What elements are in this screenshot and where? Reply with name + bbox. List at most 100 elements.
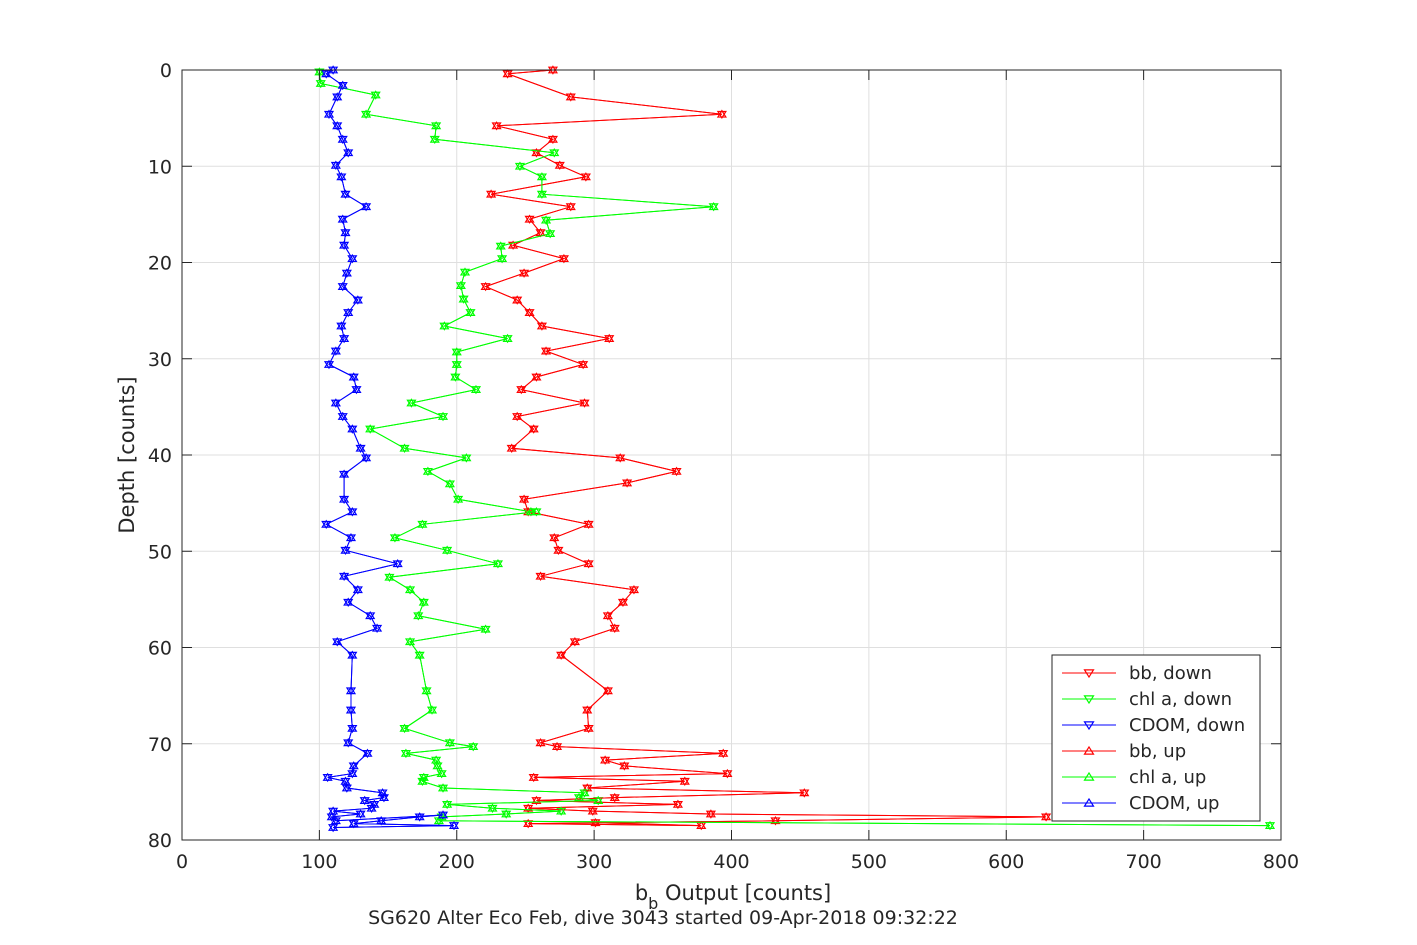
data-point-bb-up bbox=[696, 820, 707, 829]
data-point-cdom-up bbox=[340, 545, 351, 554]
x-axis-label-subscript: b bbox=[648, 894, 658, 913]
data-point-cdom-up bbox=[360, 453, 372, 462]
data-point-cdom-up bbox=[326, 812, 337, 821]
y-tick-label: 50 bbox=[148, 541, 172, 563]
data-point-chl-a-up bbox=[465, 307, 476, 316]
data-point-bb-up bbox=[549, 533, 560, 542]
data-point-cdom-up bbox=[437, 810, 449, 819]
data-point-bb-up bbox=[569, 636, 580, 646]
data-point-cdom-up bbox=[341, 783, 352, 792]
data-point-chl-a-up bbox=[384, 572, 395, 581]
data-point-bb-up bbox=[579, 398, 590, 407]
data-point-chl-a-up bbox=[502, 333, 513, 342]
data-point-cdom-up bbox=[345, 686, 357, 695]
data-point-cdom-up bbox=[347, 768, 358, 777]
data-point-chl-a-up bbox=[421, 686, 432, 695]
data-point-chl-a-up bbox=[436, 768, 447, 777]
data-point-bb-up bbox=[628, 585, 640, 594]
data-point-bb-up bbox=[583, 519, 594, 528]
data-point-cdom-up bbox=[348, 818, 359, 828]
data-point-bb-up bbox=[615, 453, 626, 462]
data-point-cdom-up bbox=[343, 148, 354, 157]
data-point-chl-a-up bbox=[431, 121, 442, 130]
data-point-bb-up bbox=[506, 443, 517, 452]
data-point-chl-a-up bbox=[417, 776, 428, 785]
data-point-chl-a-up bbox=[418, 597, 429, 606]
data-point-cdom-up bbox=[330, 160, 341, 169]
y-tick-label: 10 bbox=[148, 156, 172, 178]
data-point-chl-a-up bbox=[492, 559, 504, 568]
data-point-cdom-up bbox=[352, 585, 363, 594]
data-point-bb-up bbox=[556, 650, 567, 659]
data-point-bb-up bbox=[518, 494, 530, 503]
data-point-chl-a-up bbox=[458, 294, 469, 303]
series-line-cdom-up bbox=[325, 69, 455, 828]
series-chl-a-up bbox=[314, 67, 1276, 829]
data-point-chl-a-up bbox=[437, 783, 449, 792]
data-point-chl-a-up bbox=[556, 806, 567, 815]
data-point-bb-up bbox=[619, 761, 630, 770]
data-point-cdom-up bbox=[337, 214, 348, 223]
data-point-chl-a-up bbox=[480, 624, 491, 633]
data-point-chl-a-up bbox=[573, 792, 585, 802]
data-point-chl-a-up bbox=[540, 215, 552, 224]
data-point-chl-a-up bbox=[442, 799, 453, 808]
data-point-cdom-up bbox=[321, 69, 332, 78]
data-point-cdom-up bbox=[336, 172, 347, 181]
data-point-cdom-up bbox=[360, 201, 372, 211]
data-point-chl-a-up bbox=[433, 816, 444, 825]
data-point-cdom-up bbox=[347, 253, 358, 263]
data-point-cdom-up bbox=[347, 507, 358, 516]
data-point-chl-a-up bbox=[525, 507, 537, 516]
data-point-cdom-up bbox=[355, 443, 366, 452]
data-point-bb-up bbox=[718, 748, 729, 757]
data-point-bb-up bbox=[679, 776, 690, 785]
data-point-chl-a-up bbox=[536, 172, 548, 181]
data-point-chl-a-up bbox=[453, 494, 464, 503]
data-point-bb-up bbox=[524, 307, 535, 316]
legend-label: CDOM, down bbox=[1129, 715, 1245, 736]
data-point-cdom-up bbox=[345, 705, 357, 714]
data-point-bb-up bbox=[671, 466, 682, 475]
data-point-chl-a-up bbox=[487, 803, 498, 812]
data-point-cdom-up bbox=[378, 792, 390, 802]
data-point-cdom-up bbox=[366, 803, 377, 812]
legend-entry-cdom-up: CDOM, up bbox=[1062, 793, 1219, 814]
data-point-chl-a-up bbox=[536, 189, 548, 198]
data-point-bb-up bbox=[528, 424, 539, 433]
x-axis-label-rest: Output [counts] bbox=[658, 881, 831, 905]
data-point-chl-a-up bbox=[455, 280, 466, 289]
data-point-bb-up bbox=[705, 809, 716, 818]
data-point-cdom-up bbox=[328, 806, 339, 815]
y-tick-label: 40 bbox=[148, 445, 172, 467]
data-point-cdom-up bbox=[321, 519, 332, 528]
x-tick-label: 300 bbox=[576, 851, 612, 873]
data-point-cdom-up bbox=[337, 411, 348, 420]
legend-marker bbox=[1083, 695, 1095, 705]
legend: bb, down chl a, down CDOM, down bb, up chl a… bbox=[1051, 654, 1261, 822]
data-point-chl-a-up bbox=[417, 519, 428, 528]
data-point-chl-a-up bbox=[468, 741, 479, 751]
data-point-bb-up bbox=[602, 611, 613, 620]
data-point-cdom-up bbox=[362, 748, 373, 757]
series-line-bb-up bbox=[484, 69, 1047, 827]
data-point-chl-a-up bbox=[439, 321, 450, 330]
data-point-bb-up bbox=[558, 253, 569, 263]
legend-marker bbox=[1083, 797, 1095, 807]
data-point-chl-a-up bbox=[549, 148, 560, 157]
data-point-bb-up bbox=[535, 571, 546, 580]
data-point-cdom-up bbox=[414, 812, 425, 821]
data-point-bb-up bbox=[551, 741, 563, 751]
data-point-cdom-up bbox=[347, 723, 358, 732]
y-tick-label: 70 bbox=[148, 734, 172, 756]
x-tick-label: 100 bbox=[301, 851, 337, 873]
data-point-cdom-up bbox=[339, 469, 350, 478]
data-point-cdom-up bbox=[330, 346, 341, 355]
data-point-bb-up bbox=[582, 783, 593, 792]
data-point-bb-up bbox=[536, 321, 548, 330]
data-point-bb-up bbox=[512, 411, 523, 420]
data-point-bb-up bbox=[565, 201, 576, 211]
data-point-cdom-up bbox=[339, 571, 350, 580]
data-point-cdom-up bbox=[369, 799, 380, 808]
